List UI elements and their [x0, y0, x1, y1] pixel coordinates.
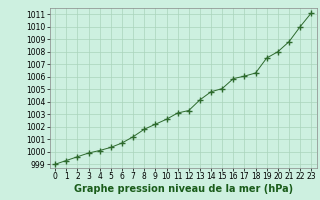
X-axis label: Graphe pression niveau de la mer (hPa): Graphe pression niveau de la mer (hPa)	[74, 184, 293, 194]
